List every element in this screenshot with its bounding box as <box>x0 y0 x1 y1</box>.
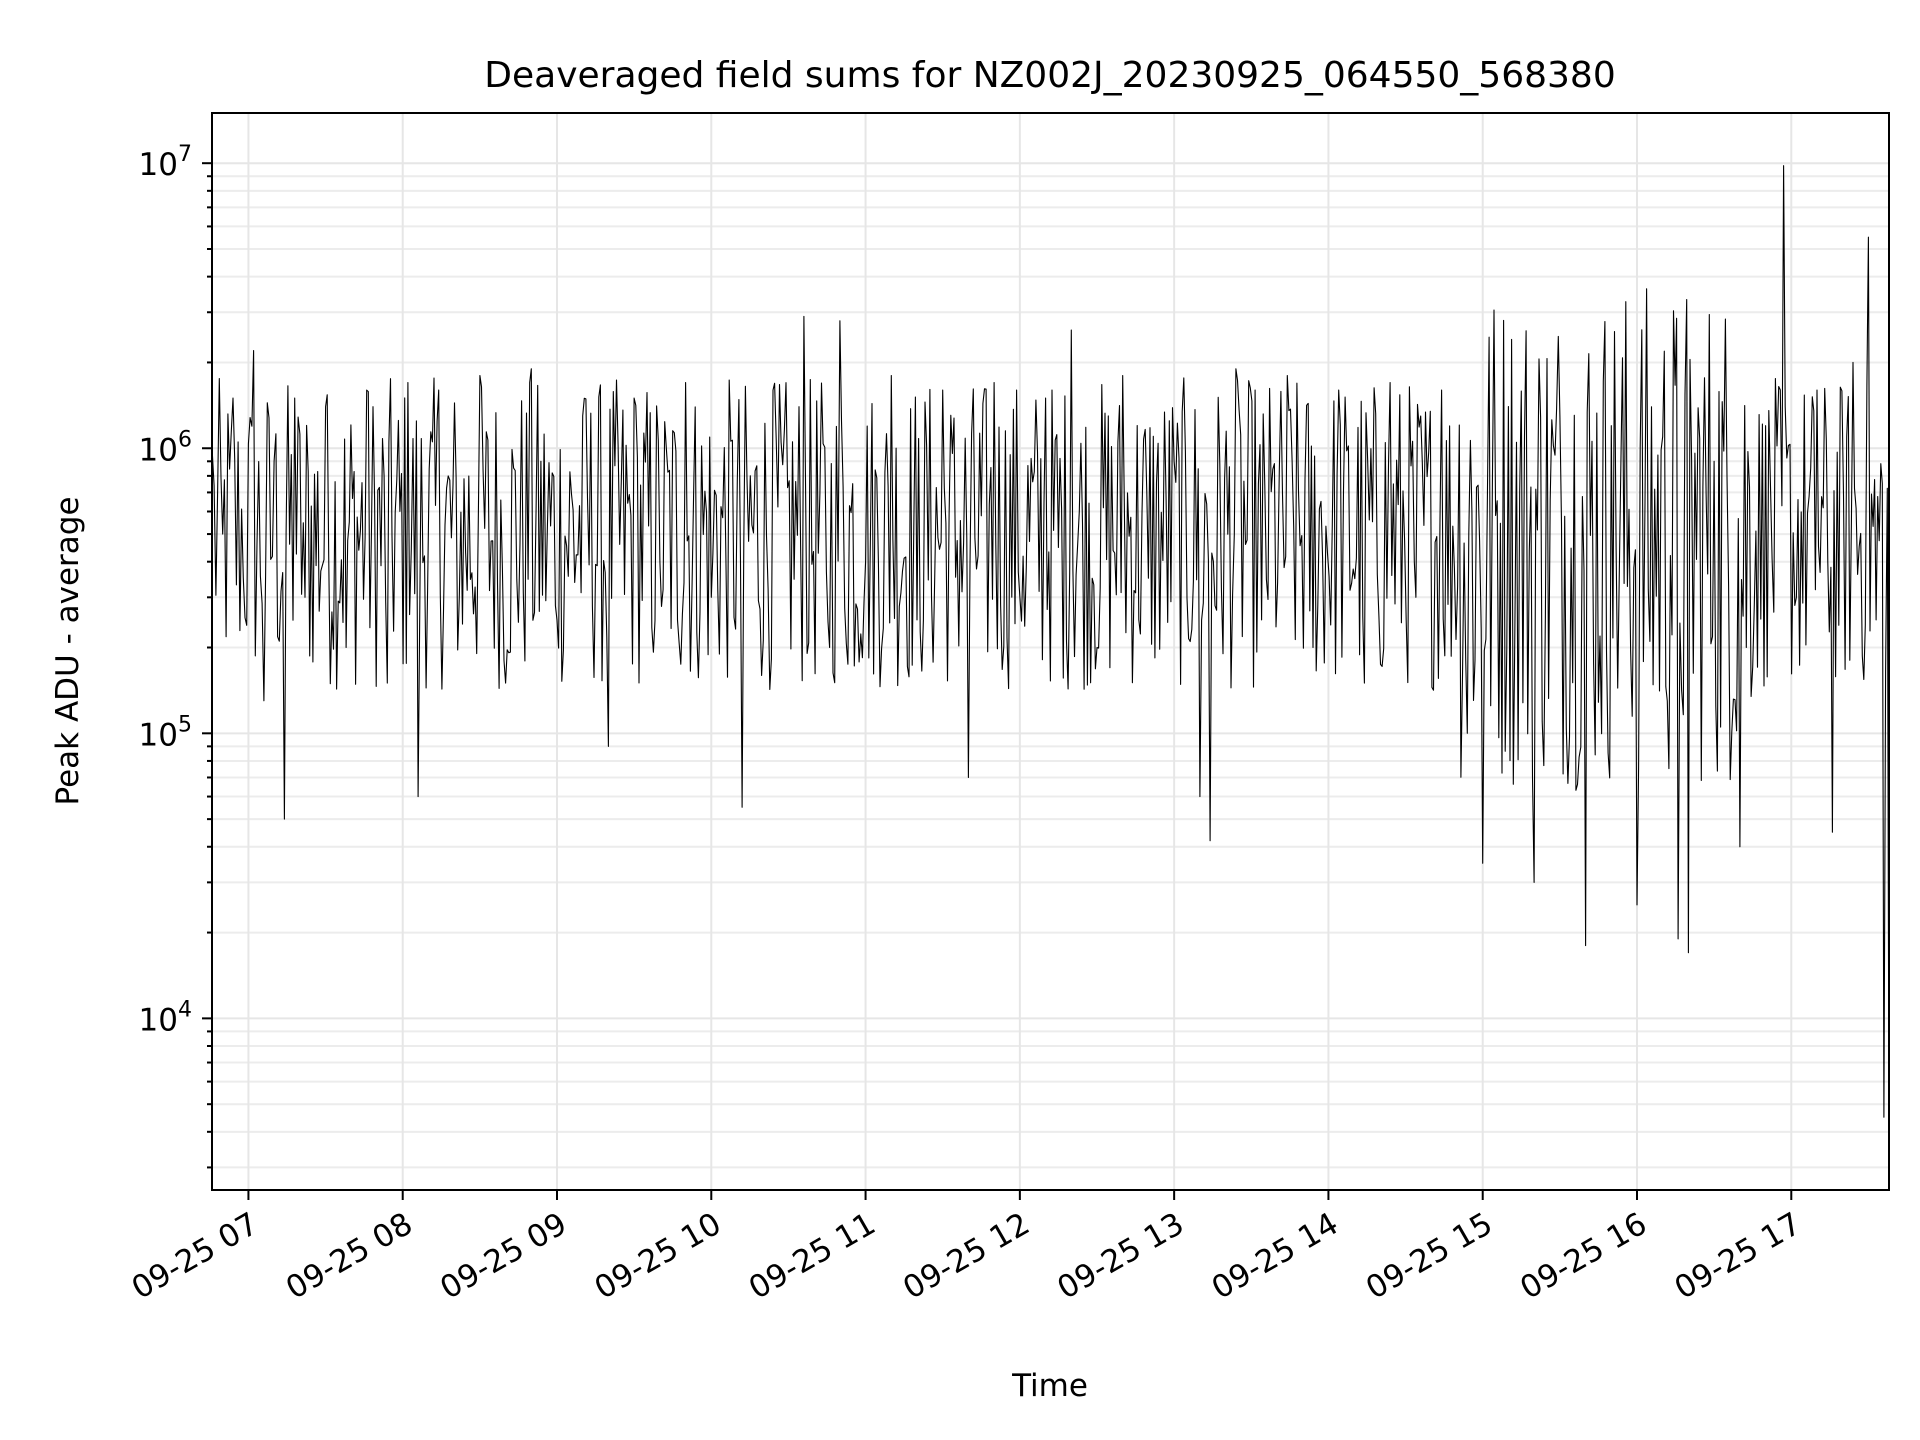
x-tick-label: 09-25 12 <box>897 1206 1036 1307</box>
x-tick-label: 09-25 11 <box>743 1206 882 1307</box>
x-tick-label: 09-25 13 <box>1051 1206 1190 1307</box>
series-line <box>211 165 1890 1149</box>
x-tick-label: 09-25 08 <box>280 1206 419 1307</box>
x-tick-label: 09-25 14 <box>1206 1206 1345 1307</box>
y-tick-label: 104 <box>139 997 192 1038</box>
x-tick-label: 09-25 10 <box>589 1206 728 1307</box>
x-tick-label: 09-25 15 <box>1360 1206 1499 1307</box>
x-tick-label: 09-25 16 <box>1514 1206 1653 1307</box>
y-tick-label: 105 <box>139 712 192 753</box>
y-axis-label: Peak ADU - average <box>50 496 86 805</box>
x-axis: 09-25 07 09-25 08 09-25 09 09-25 10 09-25 11… <box>126 1190 1808 1307</box>
x-axis-label: Time <box>1011 1368 1088 1404</box>
series-layer <box>211 165 1890 1149</box>
y-tick-label: 107 <box>139 142 192 183</box>
y-axis: 104 105 106 107 <box>139 142 212 1169</box>
x-tick-label: 09-25 07 <box>126 1206 265 1307</box>
y-tick-label: 106 <box>139 427 192 468</box>
x-tick-label: 09-25 17 <box>1669 1206 1808 1307</box>
plot-frame <box>211 112 1890 1191</box>
x-tick-label: 09-25 09 <box>434 1206 573 1307</box>
chart-title: Deaveraged field sums for NZ002J_2023092… <box>484 55 1615 96</box>
